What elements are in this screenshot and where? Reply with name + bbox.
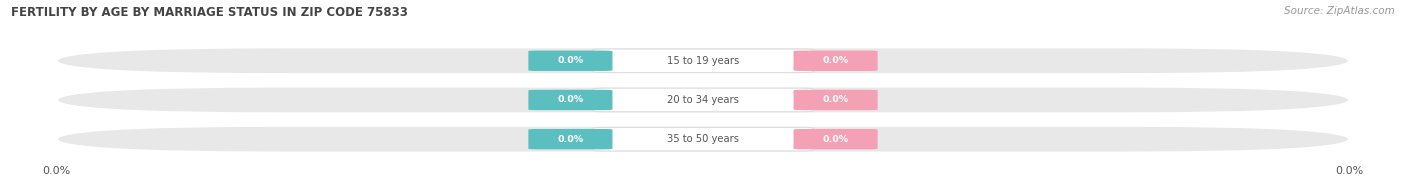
FancyBboxPatch shape [593, 49, 813, 73]
FancyBboxPatch shape [793, 51, 877, 71]
Text: 35 to 50 years: 35 to 50 years [666, 134, 740, 144]
FancyBboxPatch shape [593, 127, 813, 151]
FancyBboxPatch shape [56, 125, 1350, 153]
Text: FERTILITY BY AGE BY MARRIAGE STATUS IN ZIP CODE 75833: FERTILITY BY AGE BY MARRIAGE STATUS IN Z… [11, 6, 408, 19]
Text: 0.0%: 0.0% [557, 95, 583, 104]
Text: 0.0%: 0.0% [557, 135, 583, 144]
FancyBboxPatch shape [529, 51, 613, 71]
Text: 0.0%: 0.0% [823, 95, 849, 104]
Text: 20 to 34 years: 20 to 34 years [666, 95, 740, 105]
FancyBboxPatch shape [793, 90, 877, 110]
Text: 0.0%: 0.0% [823, 135, 849, 144]
FancyBboxPatch shape [56, 86, 1350, 114]
FancyBboxPatch shape [529, 90, 613, 110]
FancyBboxPatch shape [593, 88, 813, 112]
Text: Source: ZipAtlas.com: Source: ZipAtlas.com [1284, 6, 1395, 16]
FancyBboxPatch shape [529, 129, 613, 149]
Text: 15 to 19 years: 15 to 19 years [666, 56, 740, 66]
FancyBboxPatch shape [56, 47, 1350, 75]
FancyBboxPatch shape [793, 129, 877, 149]
Text: 0.0%: 0.0% [557, 56, 583, 65]
Text: 0.0%: 0.0% [823, 56, 849, 65]
